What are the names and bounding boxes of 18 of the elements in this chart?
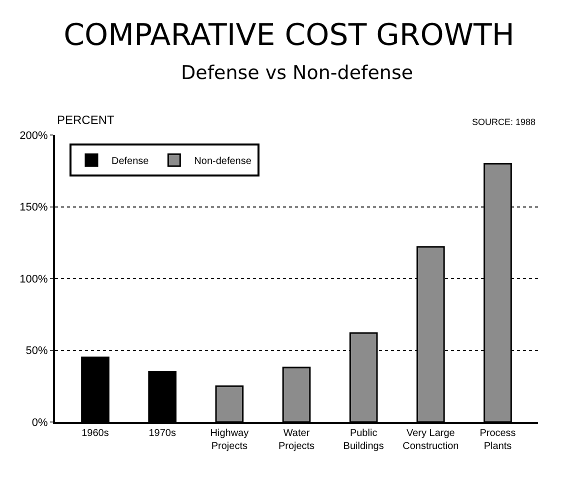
y-tick-label: 150% xyxy=(20,202,48,214)
x-tick-label: Very Large Construction xyxy=(402,428,459,452)
y-tick-label: 50% xyxy=(26,345,48,358)
chart-title: COMPARATIVE COST GROWTH xyxy=(64,18,514,54)
y-axis-title: PERCENT xyxy=(57,113,116,127)
x-tick-label: Water Projects xyxy=(278,428,315,452)
x-tick-label: 1960s xyxy=(82,428,109,439)
chart-subtitle: Defense vs Non-defense xyxy=(181,62,414,84)
x-tick-label: Public Buildings xyxy=(343,428,384,452)
legend-label: Defense xyxy=(111,156,150,168)
source-note: SOURCE: 1988 xyxy=(472,117,536,127)
x-tick-label: 1970s xyxy=(148,428,176,439)
y-tick-label: 100% xyxy=(20,273,48,286)
x-tick-label: Process Plants xyxy=(480,428,516,452)
y-tick-label: 200% xyxy=(20,130,48,142)
x-tick-label: Highway Projects xyxy=(210,428,249,452)
y-tick-label: 0% xyxy=(32,416,48,429)
legend-label: Non-defense xyxy=(194,156,252,168)
